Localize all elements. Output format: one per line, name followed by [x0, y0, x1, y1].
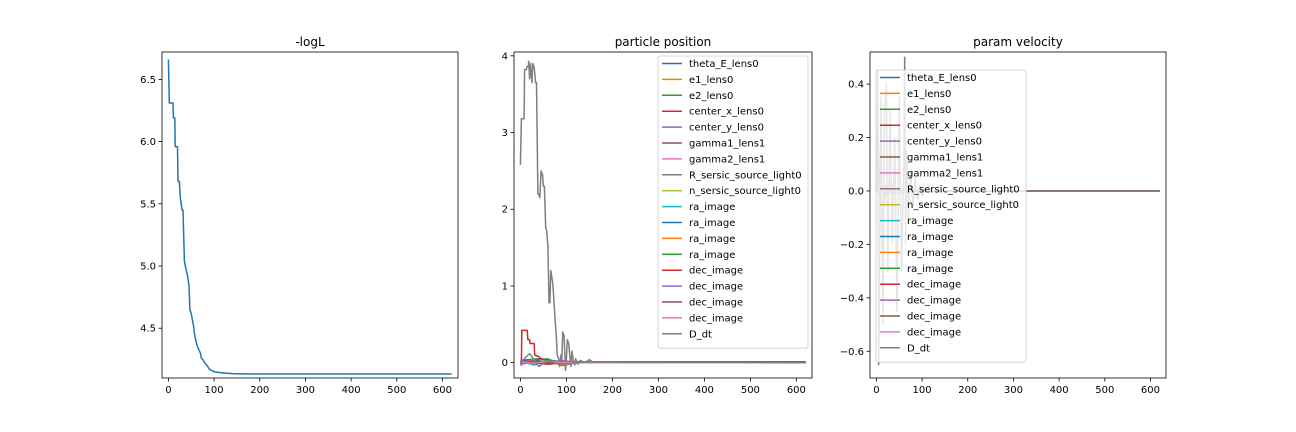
- y-tick-label: 6.0: [140, 137, 156, 148]
- legend-label: center_y_lens0: [907, 137, 982, 148]
- y-tick-label: 5.0: [140, 262, 156, 273]
- chart-title: param velocity: [973, 35, 1063, 49]
- y-tick-label: −0.2: [840, 240, 864, 251]
- legend-label: R_sersic_source_light0: [689, 170, 802, 181]
- y-tick-label: 0.2: [848, 133, 864, 144]
- legend-label: dec_image: [689, 313, 743, 324]
- x-tick-label: 600: [787, 385, 806, 396]
- x-tick-label: 400: [342, 385, 361, 396]
- legend-label: ra_image: [907, 248, 953, 259]
- series-line-17: [519, 352, 806, 368]
- legend: theta_E_lens0 e1_lens0 e2_lens0 center_x_le…: [875, 69, 1027, 363]
- y-tick-label: −0.6: [840, 347, 864, 358]
- y-tick-label: −0.4: [840, 293, 864, 304]
- legend-label: dec_image: [689, 282, 743, 293]
- legend-label: ra_image: [689, 234, 735, 245]
- series-group: [519, 60, 806, 372]
- x-tick-label: 0: [165, 385, 171, 396]
- legend-label: theta_E_lens0: [907, 73, 977, 84]
- legend-label: theta_E_lens0: [689, 59, 759, 70]
- legend-label: dec_image: [907, 327, 961, 338]
- x-tick-label: 200: [250, 385, 269, 396]
- legend-label: D_dt: [907, 343, 930, 354]
- param-velocity-chart: param velocity 0 100 200 300 400 500 600 −0.6 −0…: [840, 35, 1167, 396]
- x-tick-label: 100: [913, 385, 932, 396]
- legend-label: ra_image: [689, 250, 735, 261]
- x-tick-label: 300: [296, 385, 315, 396]
- legend-label: dec_image: [907, 312, 961, 323]
- y-tick-label: 0: [502, 358, 508, 369]
- legend-label: gamma1_lens1: [689, 139, 765, 150]
- chart-title: particle position: [615, 35, 712, 49]
- legend-label: center_y_lens0: [689, 123, 764, 134]
- series-line-0: [167, 59, 452, 375]
- y-tick-label: 0.4: [848, 80, 864, 91]
- x-tick-label: 500: [1095, 385, 1114, 396]
- axes-frame: [869, 51, 1167, 379]
- legend-label: dec_image: [689, 266, 743, 277]
- x-tick-label: 200: [603, 385, 622, 396]
- x-tick-label: 100: [205, 385, 224, 396]
- chart-title: -logL: [295, 35, 325, 49]
- x-tick-label: 200: [958, 385, 977, 396]
- x-tick-label: 300: [649, 385, 668, 396]
- series-group: [167, 59, 452, 375]
- x-tick-label: 600: [1141, 385, 1160, 396]
- loglikelihood-chart: -logL 0 100 200 300 400 500 600 4.5 5.0 5.5 6.0 6.5: [140, 35, 459, 396]
- y-tick-label: 0.0: [848, 186, 864, 197]
- y-tick-label: 6.5: [140, 75, 156, 86]
- axes-frame: [161, 51, 459, 379]
- legend-label: gamma2_lens1: [907, 168, 983, 179]
- legend-label: dec_image: [907, 280, 961, 291]
- y-tick-label: 2: [502, 205, 508, 216]
- legend-frame: [657, 55, 809, 349]
- legend-label: ra_image: [907, 216, 953, 227]
- x-tick-label: 0: [873, 385, 879, 396]
- y-tick-label: 1: [502, 281, 508, 292]
- y-tick-label: 5.5: [140, 199, 156, 210]
- legend-frame: [875, 69, 1027, 363]
- x-tick-label: 500: [741, 385, 760, 396]
- legend: theta_E_lens0 e1_lens0 e2_lens0 center_x_le…: [657, 55, 809, 349]
- legend-label: dec_image: [907, 296, 961, 307]
- y-tick-label: 3: [502, 128, 508, 139]
- legend-label: ra_image: [689, 202, 735, 213]
- x-tick-label: 100: [557, 385, 576, 396]
- axes-frame: [513, 51, 813, 379]
- x-tick-label: 600: [433, 385, 452, 396]
- x-tick-label: 0: [517, 385, 523, 396]
- legend-label: e2_lens0: [907, 105, 951, 116]
- legend-label: center_x_lens0: [689, 107, 764, 118]
- x-tick-label: 400: [1050, 385, 1069, 396]
- legend-label: ra_image: [907, 264, 953, 275]
- legend-label: n_sersic_source_light0: [907, 200, 1019, 211]
- x-tick-label: 400: [695, 385, 714, 396]
- legend-label: R_sersic_source_light0: [907, 184, 1020, 195]
- legend-label: ra_image: [907, 232, 953, 243]
- y-tick-label: 4: [502, 51, 508, 62]
- particle-position-chart: particle position 0 100 200 300 400 500 600 0 1 2…: [502, 35, 813, 396]
- legend-label: e1_lens0: [689, 75, 733, 86]
- legend-label: ra_image: [689, 218, 735, 229]
- legend-label: center_x_lens0: [907, 121, 982, 132]
- y-tick-label: 4.5: [140, 324, 156, 335]
- legend-label: dec_image: [689, 298, 743, 309]
- legend-label: D_dt: [689, 329, 712, 340]
- legend-label: gamma2_lens1: [689, 154, 765, 165]
- x-tick-label: 500: [387, 385, 406, 396]
- legend-label: gamma1_lens1: [907, 153, 983, 164]
- legend-label: e1_lens0: [907, 89, 951, 100]
- legend-label: n_sersic_source_light0: [689, 186, 801, 197]
- legend-label: e2_lens0: [689, 91, 733, 102]
- series-line-7: [519, 60, 806, 372]
- x-tick-label: 300: [1004, 385, 1023, 396]
